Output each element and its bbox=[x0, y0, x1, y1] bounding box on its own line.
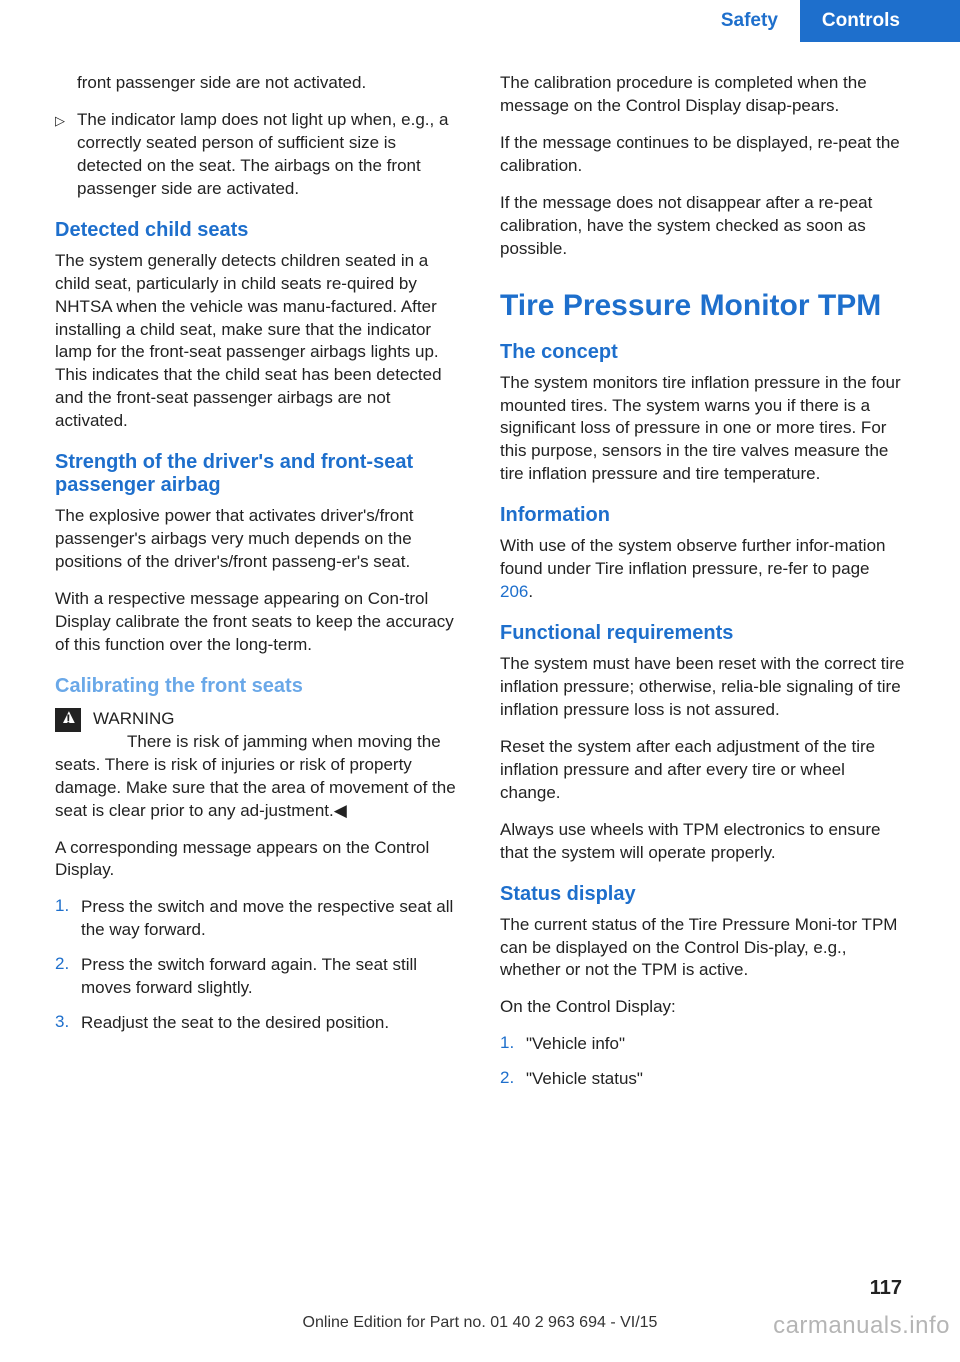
para-info-b: . bbox=[528, 582, 533, 601]
para-func-1: The system must have been reset with the… bbox=[500, 653, 905, 722]
warning-body: There is risk of jamming when moving the… bbox=[55, 732, 456, 820]
bullet-marker-icon: ▷ bbox=[55, 113, 65, 201]
page-number: 117 bbox=[870, 1277, 902, 1300]
list-item: 3. Readjust the seat to the desired posi… bbox=[55, 1012, 460, 1035]
right-column: The calibration procedure is completed w… bbox=[500, 72, 905, 1103]
warning-icon bbox=[55, 708, 81, 732]
list-text: Press the switch and move the respective… bbox=[81, 896, 460, 942]
para-func-2: Reset the system after each adjustment o… bbox=[500, 736, 905, 805]
bullet-text: The indicator lamp does not light up whe… bbox=[77, 109, 460, 201]
warning-label: WARNING bbox=[93, 708, 460, 731]
list-item: 2. Press the switch forward again. The s… bbox=[55, 954, 460, 1000]
list-text: "Vehicle status" bbox=[526, 1068, 643, 1091]
list-number: 1. bbox=[55, 896, 81, 942]
heading-information: Information bbox=[500, 504, 905, 527]
list-text: "Vehicle info" bbox=[526, 1033, 625, 1056]
para-strength-2: With a respective message appearing on C… bbox=[55, 588, 460, 657]
para-r1: The calibration procedure is completed w… bbox=[500, 72, 905, 118]
content-area: front passenger side are not activated. … bbox=[0, 72, 960, 1103]
para-calib: A corresponding message appears on the C… bbox=[55, 837, 460, 883]
list-number: 1. bbox=[500, 1033, 526, 1056]
list-number: 2. bbox=[500, 1068, 526, 1091]
list-item: 1. "Vehicle info" bbox=[500, 1033, 905, 1056]
intro-continuation: front passenger side are not activated. bbox=[55, 72, 460, 95]
page-header: Safety Controls bbox=[0, 0, 960, 42]
list-text: Press the switch forward again. The seat… bbox=[81, 954, 460, 1000]
intro-text: front passenger side are not activated. bbox=[77, 72, 366, 95]
heading-tpm: Tire Pressure Monitor TPM bbox=[500, 289, 905, 323]
bullet-item: ▷ The indicator lamp does not light up w… bbox=[55, 109, 460, 201]
watermark: carmanuals.info bbox=[773, 1312, 950, 1340]
page-ref-link[interactable]: 206 bbox=[500, 582, 528, 601]
heading-functional: Functional requirements bbox=[500, 622, 905, 645]
para-strength-1: The explosive power that activates drive… bbox=[55, 505, 460, 574]
left-column: front passenger side are not activated. … bbox=[55, 72, 460, 1103]
heading-concept: The concept bbox=[500, 341, 905, 364]
para-concept: The system monitors tire inflation press… bbox=[500, 372, 905, 487]
warning-block: WARNING There is risk of jamming when mo… bbox=[55, 708, 460, 823]
heading-strength: Strength of the driver's and front-seat … bbox=[55, 451, 460, 497]
header-controls: Controls bbox=[800, 0, 960, 42]
para-r3: If the message does not disappear after … bbox=[500, 192, 905, 261]
header-safety: Safety bbox=[699, 0, 800, 42]
heading-calibrating: Calibrating the front seats bbox=[55, 675, 460, 698]
list-item: 1. Press the switch and move the respect… bbox=[55, 896, 460, 942]
para-info-a: With use of the system observe further i… bbox=[500, 536, 886, 578]
para-func-3: Always use wheels with TPM electronics t… bbox=[500, 819, 905, 865]
para-status-1: The current status of the Tire Pressure … bbox=[500, 914, 905, 983]
list-text: Readjust the seat to the desired positio… bbox=[81, 1012, 389, 1035]
heading-status: Status display bbox=[500, 883, 905, 906]
list-item: 2. "Vehicle status" bbox=[500, 1068, 905, 1091]
heading-detected-seats: Detected child seats bbox=[55, 219, 460, 242]
list-number: 3. bbox=[55, 1012, 81, 1035]
para-detected: The system generally detects children se… bbox=[55, 250, 460, 434]
list-number: 2. bbox=[55, 954, 81, 1000]
para-status-2: On the Control Display: bbox=[500, 996, 905, 1019]
para-r2: If the message continues to be displayed… bbox=[500, 132, 905, 178]
para-info: With use of the system observe further i… bbox=[500, 535, 905, 604]
warning-text: There is risk of jamming when moving the… bbox=[55, 731, 460, 823]
